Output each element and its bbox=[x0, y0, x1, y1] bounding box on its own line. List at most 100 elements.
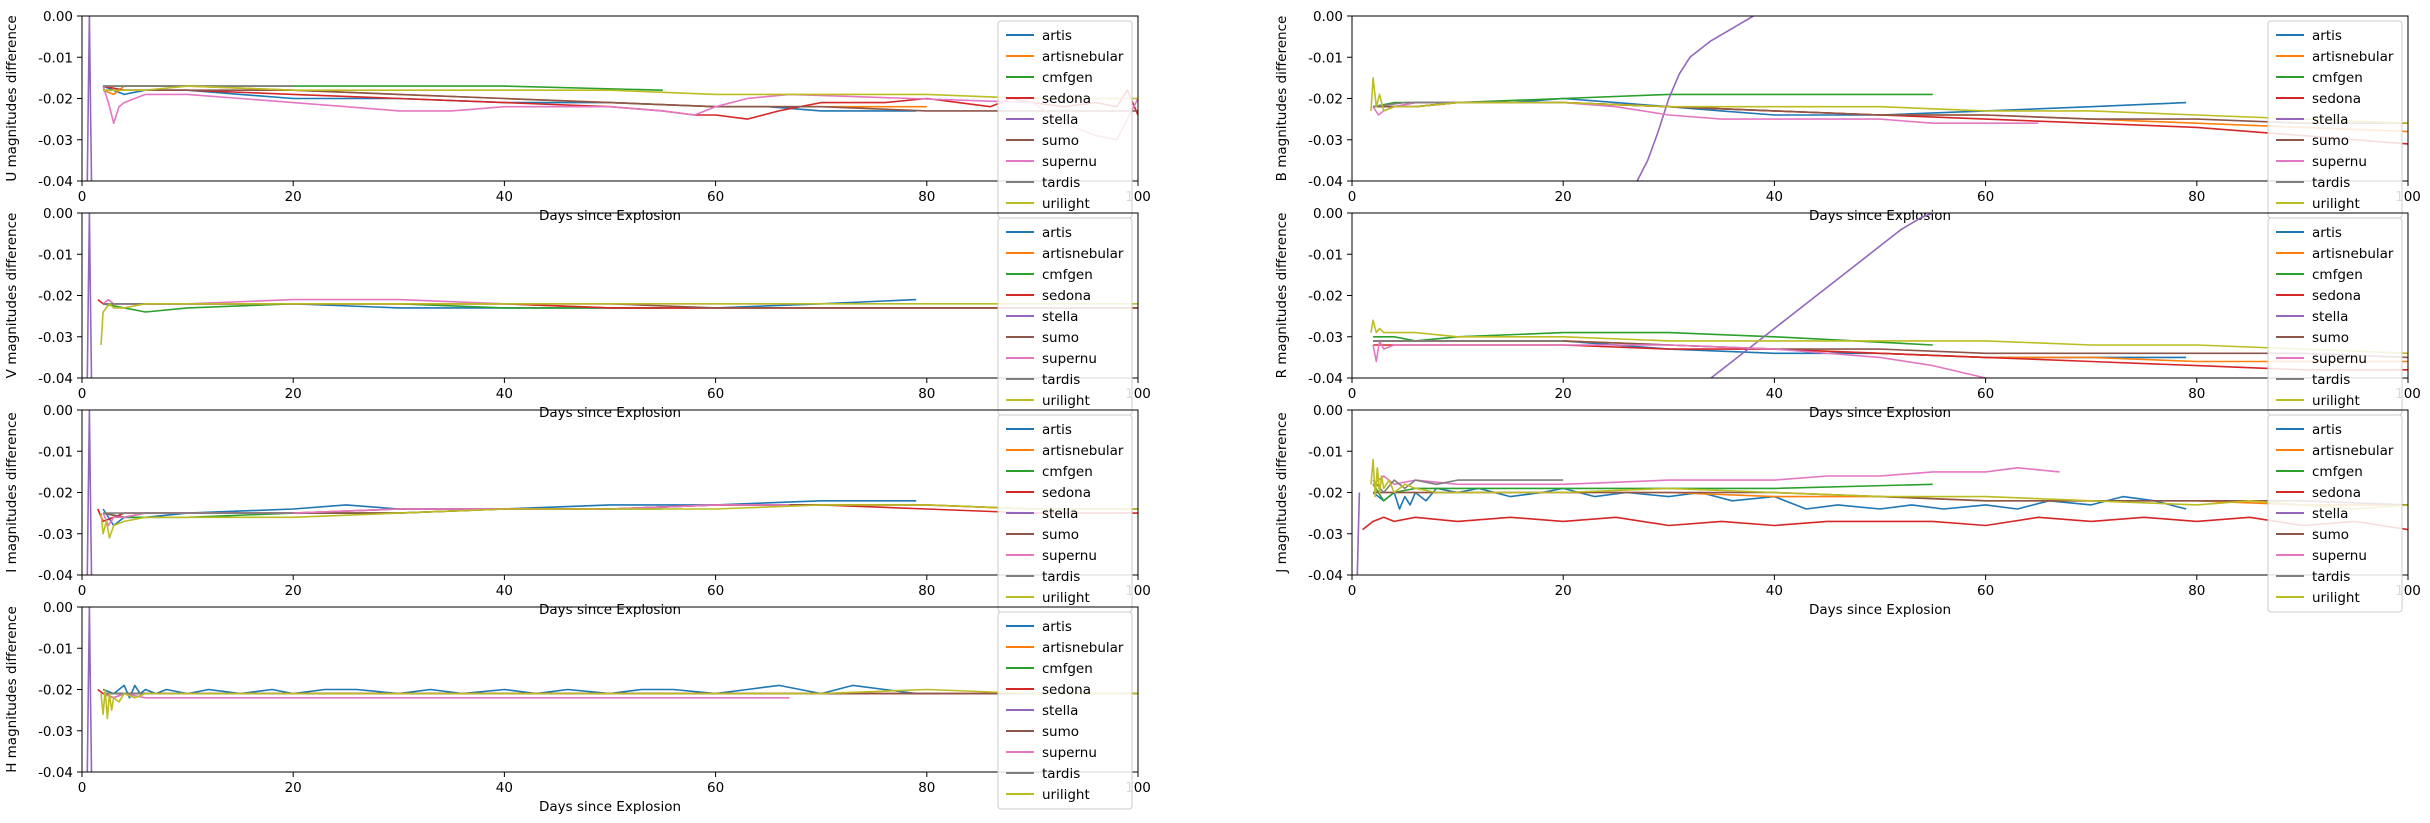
x-tick-label: 80 bbox=[2188, 386, 2205, 402]
series-line-urilight bbox=[103, 85, 1138, 100]
x-tick-label: 20 bbox=[285, 583, 302, 599]
series-line-urilight bbox=[1370, 458, 2408, 510]
x-tick-label: 80 bbox=[918, 780, 935, 796]
x-tick-label: 40 bbox=[1766, 386, 1783, 402]
series-line-urilight bbox=[1370, 319, 2408, 355]
x-tick-label: 40 bbox=[496, 189, 513, 205]
x-tick-label: 0 bbox=[78, 583, 87, 599]
y-tick-label: -0.01 bbox=[38, 247, 73, 263]
x-axis-label: Days since Explosion bbox=[1809, 405, 1951, 421]
series-line-stella bbox=[1636, 16, 1754, 181]
x-tick-label: 40 bbox=[496, 583, 513, 599]
series-line-stella bbox=[86, 410, 93, 575]
legend-label-sumo: sumo bbox=[1042, 330, 1079, 346]
x-tick-label: 0 bbox=[78, 189, 87, 205]
x-axis-label: Days since Explosion bbox=[539, 208, 681, 224]
axes-frame bbox=[1351, 15, 2409, 182]
series-line-artis bbox=[1372, 487, 2187, 510]
y-axis-label: B magnitudes difference bbox=[1274, 16, 1290, 182]
y-tick-label: -0.04 bbox=[1308, 568, 1343, 584]
x-tick-label: 40 bbox=[1766, 189, 1783, 205]
y-tick-label: -0.01 bbox=[1308, 444, 1343, 460]
legend: artis artisnebular cmfgen sedona stella sumo s… bbox=[997, 20, 1133, 219]
series-line-supernu bbox=[1372, 340, 1996, 378]
x-tick-label: 20 bbox=[1555, 189, 1572, 205]
legend-label-urilight: urilight bbox=[1042, 590, 1090, 606]
x-axis-label: Days since Explosion bbox=[1809, 208, 1951, 224]
y-tick-label: -0.02 bbox=[1308, 92, 1343, 108]
series-line-artis bbox=[102, 684, 917, 699]
x-tick-label: 60 bbox=[1977, 386, 1994, 402]
y-axis-label: I magnitudes difference bbox=[4, 412, 20, 572]
y-tick-label: -0.03 bbox=[1308, 527, 1343, 543]
legend-label-tardis: tardis bbox=[1042, 569, 1080, 585]
legend-label-tardis: tardis bbox=[1042, 372, 1080, 388]
x-tick-label: 0 bbox=[78, 780, 87, 796]
legend: artis artisnebular cmfgen sedona stella sumo s… bbox=[2267, 20, 2403, 219]
legend-label-urilight: urilight bbox=[1042, 393, 1090, 409]
legend: artis artisnebular cmfgen sedona stella sumo s… bbox=[997, 414, 1133, 613]
x-tick-label: 0 bbox=[78, 386, 87, 402]
legend-label-cmfgen: cmfgen bbox=[1042, 661, 1093, 677]
legend-label-stella: stella bbox=[1042, 112, 1078, 128]
legend-label-sumo: sumo bbox=[2312, 133, 2349, 149]
y-tick-label: -0.03 bbox=[38, 724, 73, 740]
y-tick-label: -0.04 bbox=[38, 174, 73, 190]
x-tick-label: 40 bbox=[496, 780, 513, 796]
y-tick-label: 0.00 bbox=[1313, 9, 1343, 25]
legend-label-tardis: tardis bbox=[2312, 569, 2350, 585]
series-line-cmfgen bbox=[1373, 331, 1933, 346]
legend-label-sedona: sedona bbox=[1042, 485, 1091, 501]
x-tick-label: 80 bbox=[2188, 583, 2205, 599]
legend-label-supernu: supernu bbox=[1042, 548, 1097, 564]
legend-label-supernu: supernu bbox=[2312, 548, 2367, 564]
legend-label-stella: stella bbox=[1042, 309, 1078, 325]
legend-label-urilight: urilight bbox=[2312, 393, 2360, 409]
legend-label-artisnebular: artisnebular bbox=[2312, 246, 2394, 262]
axes-frame bbox=[81, 409, 1139, 576]
x-tick-label: 60 bbox=[707, 583, 724, 599]
y-tick-label: -0.01 bbox=[1308, 50, 1343, 66]
legend-label-cmfgen: cmfgen bbox=[2312, 267, 2363, 283]
y-tick-label: -0.03 bbox=[38, 133, 73, 149]
legend-label-artis: artis bbox=[1042, 422, 1072, 438]
x-tick-label: 80 bbox=[918, 386, 935, 402]
x-tick-label: 0 bbox=[1348, 386, 1357, 402]
legend-label-artis: artis bbox=[1042, 225, 1072, 241]
y-tick-label: -0.01 bbox=[38, 50, 73, 66]
legend-label-artis: artis bbox=[2312, 225, 2342, 241]
y-tick-label: 0.00 bbox=[1313, 206, 1343, 222]
series-group bbox=[1370, 213, 2408, 378]
legend-label-supernu: supernu bbox=[2312, 351, 2367, 367]
x-tick-label: 20 bbox=[1555, 583, 1572, 599]
x-axis-label: Days since Explosion bbox=[539, 602, 681, 618]
x-tick-label: 20 bbox=[285, 189, 302, 205]
legend-label-artis: artis bbox=[1042, 619, 1072, 635]
legend-label-artis: artis bbox=[2312, 422, 2342, 438]
legend-label-sedona: sedona bbox=[2312, 288, 2361, 304]
legend-label-stella: stella bbox=[2312, 506, 2348, 522]
series-line-supernu bbox=[1372, 466, 2060, 486]
x-tick-label: 60 bbox=[707, 780, 724, 796]
legend-label-sumo: sumo bbox=[2312, 330, 2349, 346]
legend-label-artisnebular: artisnebular bbox=[1042, 49, 1124, 65]
x-tick-label: 20 bbox=[285, 780, 302, 796]
y-tick-label: 0.00 bbox=[43, 600, 73, 616]
x-axis-label: Days since Explosion bbox=[1809, 602, 1951, 618]
legend-label-urilight: urilight bbox=[2312, 590, 2360, 606]
x-tick-label: 60 bbox=[1977, 583, 1994, 599]
x-axis-label: Days since Explosion bbox=[539, 405, 681, 421]
legend-label-artisnebular: artisnebular bbox=[1042, 443, 1124, 459]
y-tick-label: 0.00 bbox=[1313, 403, 1343, 419]
x-tick-label: 80 bbox=[918, 583, 935, 599]
y-tick-label: -0.01 bbox=[1308, 247, 1343, 263]
y-tick-label: -0.03 bbox=[38, 330, 73, 346]
x-tick-label: 60 bbox=[707, 386, 724, 402]
series-line-sedona bbox=[1362, 516, 2408, 531]
x-tick-label: 20 bbox=[1555, 386, 1572, 402]
